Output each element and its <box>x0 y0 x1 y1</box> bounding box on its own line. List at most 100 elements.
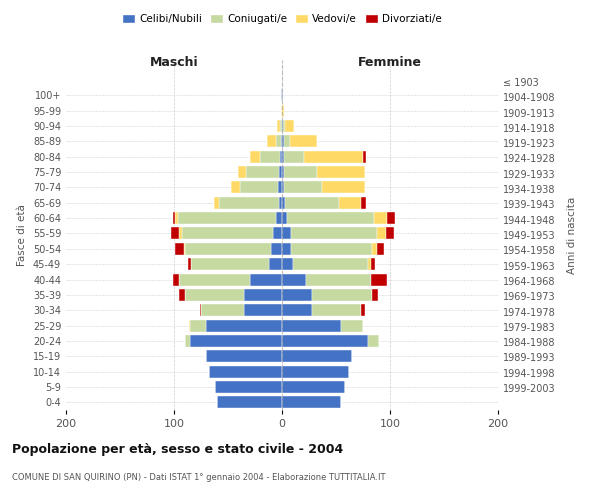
Text: Popolazione per età, sesso e stato civile - 2004: Popolazione per età, sesso e stato civil… <box>12 442 343 456</box>
Bar <box>290 228 377 239</box>
Bar <box>190 335 282 347</box>
Bar <box>179 228 182 239</box>
Bar <box>322 182 365 194</box>
Bar <box>312 304 361 316</box>
Bar <box>175 243 184 255</box>
Bar <box>275 136 281 147</box>
Bar <box>179 289 185 301</box>
Bar <box>185 243 271 255</box>
Bar <box>284 136 290 147</box>
Bar <box>371 289 378 301</box>
Bar <box>185 335 190 347</box>
Bar <box>175 212 178 224</box>
Bar <box>281 136 282 147</box>
Bar <box>279 166 282 178</box>
Bar <box>277 120 280 132</box>
Bar <box>206 350 282 362</box>
Bar <box>182 228 274 239</box>
Bar <box>209 366 282 378</box>
Bar <box>271 243 282 255</box>
Bar <box>191 258 269 270</box>
Bar <box>361 197 366 209</box>
Bar <box>282 366 349 378</box>
Bar <box>250 274 282 285</box>
Bar <box>377 228 386 239</box>
Bar <box>281 90 282 102</box>
Bar <box>287 212 374 224</box>
Bar <box>285 197 339 209</box>
Bar <box>284 166 317 178</box>
Bar <box>282 350 352 362</box>
Bar <box>247 166 279 178</box>
Bar <box>173 274 179 285</box>
Bar <box>341 320 363 332</box>
Bar <box>220 197 279 209</box>
Bar <box>282 136 284 147</box>
Bar <box>283 120 285 132</box>
Bar <box>217 396 282 408</box>
Bar <box>185 289 244 301</box>
Text: Maschi: Maschi <box>149 56 199 69</box>
Bar <box>282 289 312 301</box>
Bar <box>275 212 282 224</box>
Y-axis label: Fasce di età: Fasce di età <box>17 204 27 266</box>
Bar <box>206 320 282 332</box>
Bar <box>282 182 284 194</box>
Bar <box>238 166 247 178</box>
Bar <box>184 243 185 255</box>
Bar <box>377 243 383 255</box>
Bar <box>231 182 240 194</box>
Bar <box>244 304 282 316</box>
Bar <box>281 104 282 117</box>
Bar <box>244 289 282 301</box>
Bar <box>201 304 244 316</box>
Bar <box>200 304 201 316</box>
Bar <box>280 120 282 132</box>
Bar <box>189 320 190 332</box>
Bar <box>374 212 387 224</box>
Bar <box>282 120 283 132</box>
Y-axis label: Anni di nascita: Anni di nascita <box>567 196 577 274</box>
Bar <box>290 136 317 147</box>
Bar <box>306 274 371 285</box>
Bar <box>282 396 341 408</box>
Bar <box>317 166 365 178</box>
Bar <box>361 304 365 316</box>
Bar <box>282 335 368 347</box>
Bar <box>282 212 287 224</box>
Bar <box>188 258 191 270</box>
Bar <box>282 150 284 162</box>
Bar <box>269 258 282 270</box>
Bar <box>274 228 282 239</box>
Bar <box>215 381 282 393</box>
Bar <box>339 197 361 209</box>
Bar <box>178 212 275 224</box>
Bar <box>293 258 368 270</box>
Bar <box>368 335 379 347</box>
Bar <box>290 243 371 255</box>
Bar <box>304 150 363 162</box>
Bar <box>282 90 283 102</box>
Bar <box>282 104 284 117</box>
Bar <box>282 320 341 332</box>
Bar <box>371 258 375 270</box>
Legend: Celibi/Nubili, Coniugati/e, Vedovi/e, Divorziati/e: Celibi/Nubili, Coniugati/e, Vedovi/e, Di… <box>118 10 446 29</box>
Bar <box>386 228 394 239</box>
Bar <box>371 274 387 285</box>
Bar <box>368 258 371 270</box>
Bar <box>285 120 294 132</box>
Bar <box>282 304 312 316</box>
Bar <box>214 197 220 209</box>
Bar <box>282 381 344 393</box>
Text: COMUNE DI SAN QUIRINO (PN) - Dati ISTAT 1° gennaio 2004 - Elaborazione TUTTITALI: COMUNE DI SAN QUIRINO (PN) - Dati ISTAT … <box>12 472 386 482</box>
Bar <box>260 150 280 162</box>
Bar <box>371 243 377 255</box>
Bar <box>280 150 282 162</box>
Bar <box>282 228 290 239</box>
Bar <box>190 320 206 332</box>
Bar <box>387 212 395 224</box>
Bar <box>250 150 260 162</box>
Bar <box>240 182 278 194</box>
Bar <box>284 182 322 194</box>
Text: Femmine: Femmine <box>358 56 422 69</box>
